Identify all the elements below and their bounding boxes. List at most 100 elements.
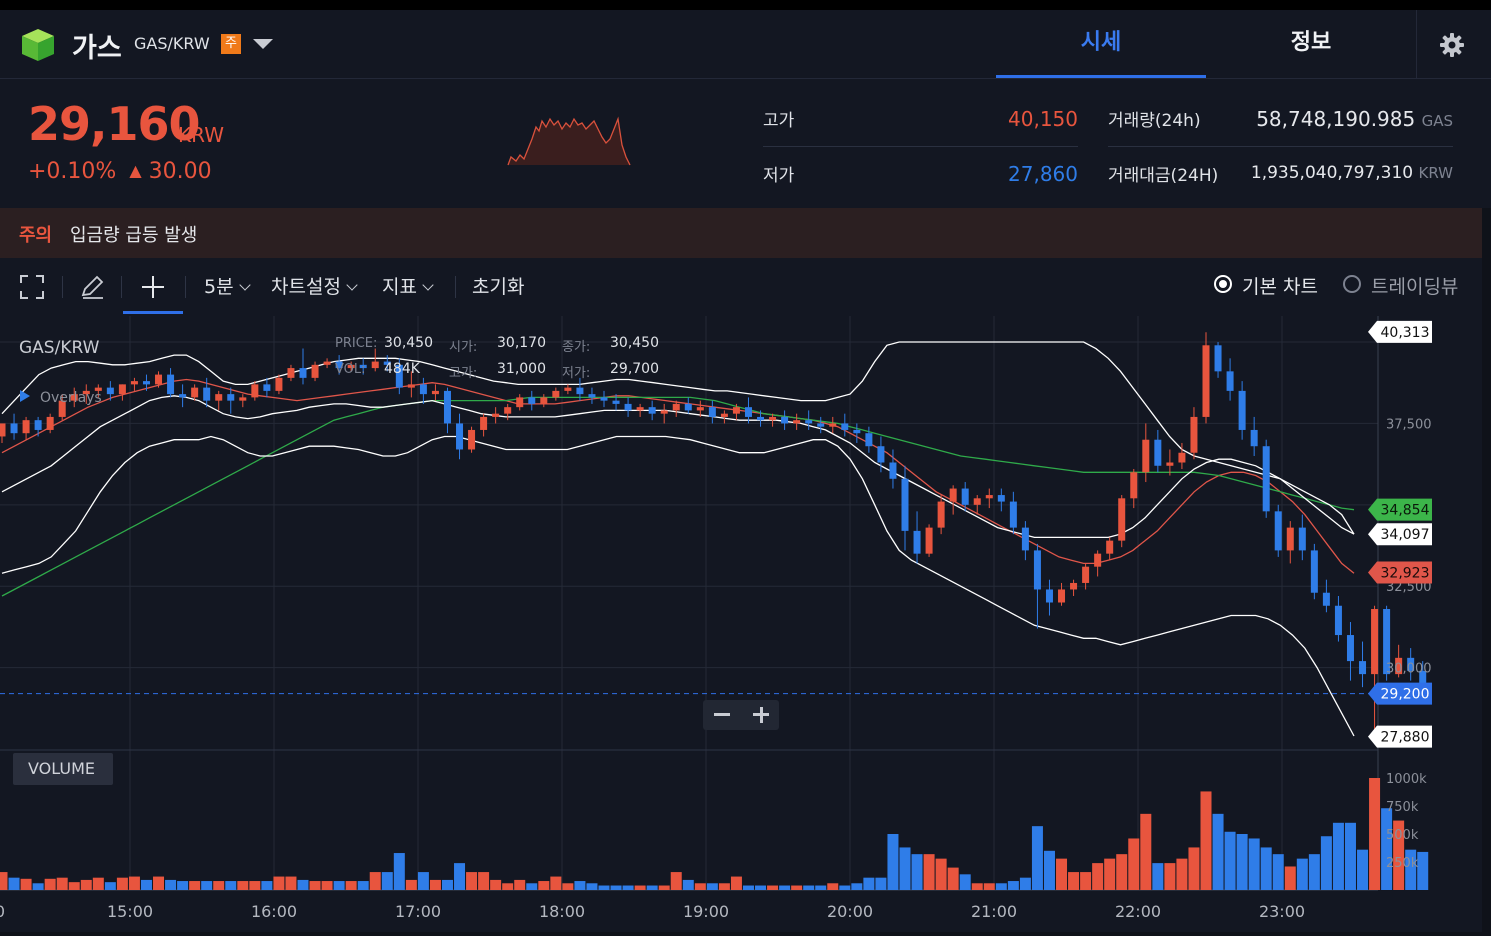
candle-body [1346,635,1354,662]
legend-open-label: 시가: [449,340,478,355]
price-tag-middle: 34,097 [1368,523,1432,546]
candle-body [106,387,114,395]
volume-bar [225,881,237,890]
candle-body [865,433,873,447]
reset-button[interactable]: 초기화 [472,276,525,298]
radio-basic-chart[interactable] [1214,275,1232,293]
price-tag-label: 34,097 [1381,527,1430,543]
tab-price[interactable]: 시세 [996,10,1206,78]
chart-canvas[interactable]: 37,500 32,500 30,000 1000k 750k 500k 250k 0 15:0… [0,316,1482,932]
price-tag-label: 29,200 [1381,687,1430,703]
pencil-icon[interactable] [79,274,105,300]
divider [763,146,1078,147]
tradingview-label[interactable]: 트레이딩뷰 [1371,276,1459,298]
volume-bar [297,879,309,890]
volume-bar [526,883,538,890]
candle-body [1166,462,1174,466]
toolbar-divider [62,276,63,298]
indicators-menu[interactable]: 지표 [382,272,434,299]
volume-bar [429,879,441,890]
candle-body [323,361,331,365]
volume-bar [68,882,80,890]
x-tick-label: 18:00 [539,902,585,921]
candle-body [744,407,752,417]
legend-high-label: 고가: [449,366,478,381]
volume-bar [1381,808,1393,890]
candle-body [1407,657,1415,671]
candle-body [937,501,945,528]
candle-body [720,413,728,417]
candle-body [660,410,668,414]
toolbar-divider [455,276,456,298]
indicators-label: 지표 [382,276,417,298]
volume-bar [1332,822,1344,890]
volume-bar [177,881,189,890]
volume-bar [381,872,393,890]
candle-body [1250,429,1258,447]
crosshair-icon[interactable] [140,274,166,300]
legend-low-value: 29,700 [610,361,659,377]
candle-body [347,364,355,369]
amount-label: 거래대금(24H) [1108,166,1219,186]
volume-bar [44,878,56,890]
interval-select[interactable]: 5분 [204,272,251,299]
zoom-in-button[interactable] [753,707,769,723]
volume-bar [140,879,152,890]
volume-bar [1152,863,1164,890]
volume-bar [1068,872,1080,890]
tab-info[interactable]: 정보 [1290,30,1332,55]
volume-bar [586,883,598,890]
candle-body [636,407,644,411]
volume-label: 거래량(24h) [1108,111,1201,131]
toolbar-divider [121,276,122,298]
volume-bar [1116,854,1128,890]
volume-bar [1405,849,1417,890]
candle-body [1274,511,1282,551]
legend-close-value: 30,450 [610,335,659,351]
volume-number: 58,748,190.985 [1256,107,1416,131]
overlays-toggle[interactable]: Overlays [20,390,102,406]
price-tag-label: 32,923 [1381,565,1430,581]
right-gutter [1482,258,1491,932]
volume-bar [1272,854,1284,890]
basic-chart-label[interactable]: 기본 차트 [1242,276,1318,298]
candle-body [757,416,765,421]
volume-bar [791,885,803,890]
chevron-down-icon[interactable] [253,39,273,49]
x-tick-label: 15:00 [107,902,153,921]
candle-body [155,374,163,385]
fullscreen-icon[interactable] [19,274,45,300]
volume-bar [8,877,20,890]
volume-bar [658,885,670,890]
legend-symbol: GAS/KRW [19,338,100,358]
x-tick-label: 21:00 [971,902,1017,921]
chart-settings-menu[interactable]: 차트설정 [271,272,358,299]
volume-bar [309,881,321,890]
volume-bar [92,877,104,890]
mini-sparkline [507,116,631,166]
volume-label: VOLUME [28,759,95,778]
candle-body [1106,540,1114,554]
candle-body [588,394,596,398]
x-tick-label: 23:00 [1259,902,1305,921]
radio-tradingview[interactable] [1343,275,1361,293]
zoom-out-button[interactable] [714,713,730,716]
candle-body [1094,553,1102,567]
settings-button[interactable] [1416,10,1491,78]
candle-body [311,364,319,378]
volume-bar [1128,838,1140,890]
volume-bar [1308,854,1320,890]
candle-body [0,423,6,437]
candle-body [142,381,150,385]
active-tool-indicator [123,311,183,314]
candle-body [1058,589,1066,603]
candle-body [1142,439,1150,473]
candle-body [1298,527,1306,551]
volume-bar [767,885,779,890]
price-chart[interactable]: 37,500 32,500 30,000 1000k 750k 500k 250k 0 15:0… [0,316,1482,932]
volume-bar [1393,820,1405,890]
candle-body [371,361,379,369]
volume-tick-label: 750k [1386,800,1419,815]
volume-bar [0,872,8,890]
candle-body [34,420,42,430]
